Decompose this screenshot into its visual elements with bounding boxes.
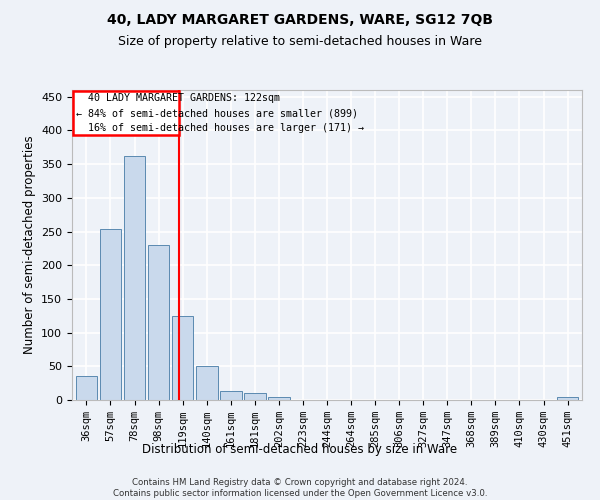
Bar [196, 366, 218, 400]
Bar [220, 391, 242, 400]
Text: Distribution of semi-detached houses by size in Ware: Distribution of semi-detached houses by … [142, 442, 458, 456]
Y-axis label: Number of semi-detached properties: Number of semi-detached properties [23, 136, 35, 354]
Bar [124, 156, 145, 400]
Bar [100, 230, 121, 400]
Bar [244, 394, 266, 400]
Text: 40 LADY MARGARET GARDENS: 122sqm
← 84% of semi-detached houses are smaller (899): 40 LADY MARGARET GARDENS: 122sqm ← 84% o… [76, 94, 364, 133]
Bar [172, 316, 193, 400]
Text: 40, LADY MARGARET GARDENS, WARE, SG12 7QB: 40, LADY MARGARET GARDENS, WARE, SG12 7Q… [107, 12, 493, 26]
Bar [76, 376, 97, 400]
Bar [268, 396, 290, 400]
Text: Size of property relative to semi-detached houses in Ware: Size of property relative to semi-detach… [118, 35, 482, 48]
Bar [557, 396, 578, 400]
FancyBboxPatch shape [73, 92, 179, 135]
Text: Contains HM Land Registry data © Crown copyright and database right 2024.
Contai: Contains HM Land Registry data © Crown c… [113, 478, 487, 498]
Bar [148, 245, 169, 400]
